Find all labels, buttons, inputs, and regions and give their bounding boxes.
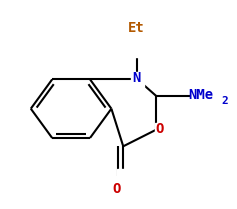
Bar — [131, 43, 144, 57]
Text: Et: Et — [128, 21, 145, 35]
Text: NMe: NMe — [188, 88, 214, 102]
Text: O: O — [112, 182, 120, 196]
Bar — [131, 72, 144, 87]
Bar — [117, 169, 130, 182]
Text: O: O — [155, 122, 164, 135]
Text: 2: 2 — [222, 96, 228, 106]
Bar — [155, 123, 168, 136]
Text: N: N — [132, 71, 141, 85]
